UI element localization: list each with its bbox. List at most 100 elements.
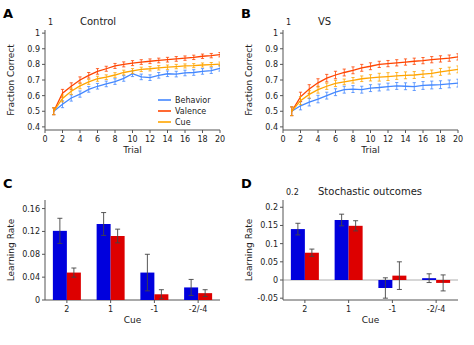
y-tick-label: 0.12 xyxy=(22,227,40,236)
error-bar xyxy=(456,66,458,73)
error-bar xyxy=(78,83,81,89)
error-bar xyxy=(448,80,451,88)
plot-area xyxy=(53,213,212,300)
y-axis-label: Learning Rate xyxy=(244,218,254,281)
x-axis xyxy=(283,300,458,301)
x-tick-label: 2 xyxy=(302,305,307,314)
x-tick-label: -2/-4 xyxy=(189,305,208,314)
error-bar xyxy=(78,77,81,83)
error-bar xyxy=(96,76,99,81)
error-bar xyxy=(157,73,160,79)
x-axis xyxy=(45,130,220,131)
y-axis xyxy=(45,30,46,130)
error-bar xyxy=(456,54,458,60)
y-tick-label: 1 xyxy=(35,29,40,38)
error-bar xyxy=(395,73,398,80)
y-tick-label: 0.4 xyxy=(27,123,40,132)
x-tick-label: 16 xyxy=(418,135,428,144)
x-tick-label: -2/-4 xyxy=(427,305,446,314)
error-bar xyxy=(430,57,433,63)
plot-area xyxy=(52,53,220,115)
x-tick-label: 2 xyxy=(298,135,303,144)
error-bar xyxy=(353,221,358,231)
annotation: 0.2 xyxy=(286,188,299,197)
y-tick-label: 0.1 xyxy=(265,240,278,249)
error-bar xyxy=(96,69,99,75)
error-bar xyxy=(413,58,416,64)
line xyxy=(292,69,458,111)
error-bar xyxy=(351,86,354,93)
error-bar xyxy=(427,274,432,283)
legend-swatch xyxy=(158,99,171,101)
x-tick-label: 2 xyxy=(60,135,65,144)
y-tick-label: 0.6 xyxy=(265,92,278,101)
x-tick-label: -1 xyxy=(150,305,158,314)
x-tick-label: 1 xyxy=(346,305,351,314)
error-bar xyxy=(334,71,337,79)
error-bar xyxy=(325,83,328,89)
error-bar xyxy=(325,92,328,99)
error-bar xyxy=(183,64,186,68)
x-tick-label: 20 xyxy=(215,135,225,144)
plot-area xyxy=(291,214,450,298)
error-bar xyxy=(448,67,451,74)
legend: BehaviorValenceCue xyxy=(158,96,211,127)
y-tick-label: 0.08 xyxy=(22,250,40,259)
error-bar xyxy=(131,69,134,74)
x-tick-label: 4 xyxy=(77,135,82,144)
error-bar xyxy=(369,63,372,70)
x-axis-label: Trial xyxy=(360,145,379,155)
bar xyxy=(291,229,305,280)
line xyxy=(292,83,458,111)
y-tick-label: 0.4 xyxy=(265,123,278,132)
error-bar xyxy=(71,268,76,277)
x-tick-label: 14 xyxy=(400,135,410,144)
legend-label: Behavior xyxy=(175,96,211,105)
x-tick-label: 1 xyxy=(108,305,113,314)
error-bar xyxy=(159,290,164,299)
error-bar xyxy=(421,58,424,64)
y-tick-label: 0.2 xyxy=(265,203,278,212)
line xyxy=(54,64,220,111)
y-tick-label: 1 xyxy=(273,29,278,38)
x-tick-label: 14 xyxy=(162,135,172,144)
y-axis-label: Fraction Correct xyxy=(6,44,16,116)
error-bar xyxy=(192,64,195,68)
error-bar xyxy=(105,75,108,80)
panel: D0.2Stochastic outcomes-0.0500.050.10.15… xyxy=(241,176,458,325)
line xyxy=(54,55,220,112)
error-bar xyxy=(57,218,62,243)
error-bar xyxy=(413,83,416,91)
error-bar xyxy=(378,61,381,67)
x-tick-label: 6 xyxy=(95,135,100,144)
error-bar xyxy=(351,78,354,84)
error-bar xyxy=(87,87,90,93)
error-bar xyxy=(395,60,398,66)
x-tick-label: 16 xyxy=(180,135,190,144)
error-bar xyxy=(148,59,151,64)
panel-label: D xyxy=(241,176,252,191)
error-bar xyxy=(343,69,346,76)
y-tick-label: -0.05 xyxy=(257,294,278,303)
title: Stochastic outcomes xyxy=(318,186,422,197)
error-bar xyxy=(52,108,55,115)
error-bar xyxy=(192,70,195,76)
error-bar xyxy=(404,59,407,65)
panel: A1Control0.40.50.60.70.80.91024681012141… xyxy=(3,6,225,155)
error-bar xyxy=(101,213,106,236)
y-axis xyxy=(283,200,284,300)
y-tick-label: 0.16 xyxy=(22,205,40,214)
y-tick-label: 0.8 xyxy=(265,60,278,69)
panel-label: C xyxy=(3,176,13,191)
error-bar xyxy=(360,64,363,71)
error-bar xyxy=(70,95,73,101)
error-bar xyxy=(203,290,208,297)
y-tick-label: 0.05 xyxy=(260,258,278,267)
error-bar xyxy=(218,53,220,57)
bar xyxy=(111,236,125,300)
error-bar xyxy=(96,83,99,89)
y-tick-label: 0.5 xyxy=(265,107,278,116)
title: VS xyxy=(318,16,331,27)
panel: B1VS0.40.50.60.70.80.9102468101214161820… xyxy=(241,6,463,155)
x-tick-label: 2 xyxy=(64,305,69,314)
